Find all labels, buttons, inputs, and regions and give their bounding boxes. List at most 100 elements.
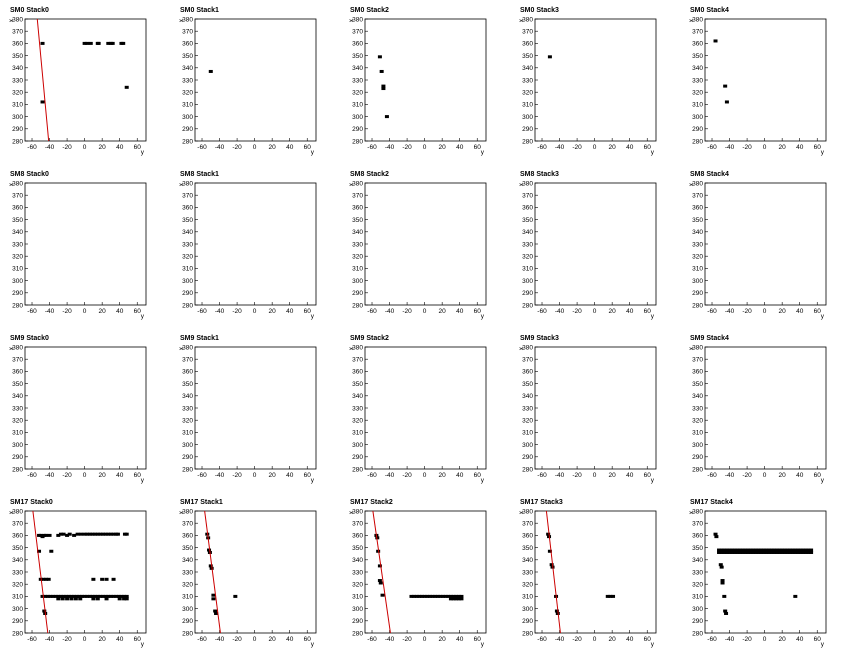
panel-title: SM8 Stack4 <box>690 171 729 178</box>
y-tick-label: 370 <box>182 357 193 364</box>
point <box>214 611 219 615</box>
point <box>108 594 113 598</box>
y-tick-label: 380 <box>692 508 703 515</box>
plot-frame <box>24 182 147 306</box>
y-tick-label: 340 <box>182 393 193 400</box>
x-tick-label: 20 <box>609 636 617 643</box>
y-tick-label: 300 <box>182 114 193 121</box>
point <box>47 533 52 537</box>
y-tick-label: 280 <box>12 630 23 637</box>
x-tick-label: 20 <box>779 308 787 315</box>
y-tick-label: 320 <box>522 418 533 425</box>
point <box>448 597 453 601</box>
point <box>748 550 753 554</box>
x-tick-label: 60 <box>644 144 652 151</box>
y-tick-label: 360 <box>12 533 23 540</box>
y-tick-label: 330 <box>182 405 193 412</box>
y-axis-title: x <box>8 510 15 514</box>
point <box>73 597 78 601</box>
point <box>790 550 795 554</box>
y-tick-label: 350 <box>692 53 703 60</box>
panel-title: SM0 Stack1 <box>180 7 219 14</box>
point <box>384 115 389 119</box>
y-tick-label: 300 <box>522 442 533 449</box>
y-tick-label: 300 <box>352 442 363 449</box>
y-tick-label: 330 <box>12 405 23 412</box>
point <box>774 550 779 554</box>
point <box>433 594 438 598</box>
y-tick-label: 360 <box>352 533 363 540</box>
x-tick-label: 0 <box>83 144 87 151</box>
panel-title: SM8 Stack2 <box>350 171 389 178</box>
y-tick-label: 290 <box>12 454 23 461</box>
x-tick-label: -60 <box>537 472 547 479</box>
point <box>722 550 727 554</box>
y-tick-label: 380 <box>692 180 703 187</box>
point <box>412 594 417 598</box>
y-tick-label: 380 <box>12 180 23 187</box>
y-tick-label: 340 <box>12 65 23 72</box>
x-tick-label: -60 <box>367 308 377 315</box>
point <box>115 532 120 536</box>
point <box>759 550 764 554</box>
point <box>41 577 46 581</box>
x-tick-label: 40 <box>796 308 804 315</box>
point <box>49 549 54 553</box>
y-tick-label: 310 <box>352 266 363 273</box>
y-tick-label: 300 <box>522 606 533 613</box>
fit-line <box>32 511 49 633</box>
y-tick-label: 310 <box>12 266 23 273</box>
point <box>85 594 90 598</box>
x-axis-title: y <box>651 313 655 320</box>
point <box>740 548 745 552</box>
point <box>117 597 122 601</box>
panel: SM9 Stack4 -60 -40 -20 0 20 40 60 280 290 300 310 32… <box>688 335 827 484</box>
point <box>124 597 129 601</box>
point <box>803 550 808 554</box>
x-tick-label: 20 <box>99 636 107 643</box>
y-tick-label: 370 <box>182 193 193 200</box>
plot-area <box>713 532 814 615</box>
point <box>74 594 79 598</box>
y-tick-label: 290 <box>522 618 533 625</box>
x-axis-title: y <box>481 313 485 320</box>
point <box>448 594 453 598</box>
x-tick-label: 40 <box>116 308 124 315</box>
panel: SM0 Stack2 -60 -40 -20 0 20 40 60 280 290 300 310 32… <box>348 7 487 156</box>
plot-area <box>32 511 129 633</box>
point <box>409 594 414 598</box>
y-tick-label: 310 <box>182 102 193 109</box>
x-tick-label: 0 <box>83 636 87 643</box>
y-tick-label: 380 <box>352 344 363 351</box>
y-tick-label: 320 <box>692 90 703 97</box>
y-tick-label: 290 <box>522 126 533 133</box>
point <box>111 577 116 581</box>
panel: SM0 Stack3 -60 -40 -20 0 20 40 60 280 290 300 310 32… <box>518 7 657 156</box>
panel-title: SM9 Stack1 <box>180 335 219 342</box>
y-tick-label: 350 <box>182 545 193 552</box>
panel: SM8 Stack3 -60 -40 -20 0 20 40 60 280 290 300 310 32… <box>518 171 657 320</box>
y-tick-label: 300 <box>522 114 533 121</box>
x-tick-label: -20 <box>402 636 412 643</box>
point <box>61 532 66 536</box>
point <box>208 564 213 568</box>
y-tick-label: 350 <box>12 545 23 552</box>
plot-frame <box>24 510 147 634</box>
y-tick-label: 280 <box>12 302 23 309</box>
point <box>772 548 777 552</box>
point <box>79 594 84 598</box>
x-tick-label: -40 <box>725 144 735 151</box>
point <box>554 609 559 613</box>
point <box>718 563 723 567</box>
y-tick-label: 280 <box>352 466 363 473</box>
y-tick-label: 330 <box>692 569 703 576</box>
x-axis-title: y <box>821 313 825 320</box>
y-tick-label: 360 <box>182 533 193 540</box>
point <box>782 550 787 554</box>
y-tick-label: 330 <box>692 405 703 412</box>
y-tick-label: 290 <box>182 290 193 297</box>
point <box>40 41 45 45</box>
point <box>233 594 238 598</box>
point <box>95 597 100 601</box>
point <box>780 550 785 554</box>
